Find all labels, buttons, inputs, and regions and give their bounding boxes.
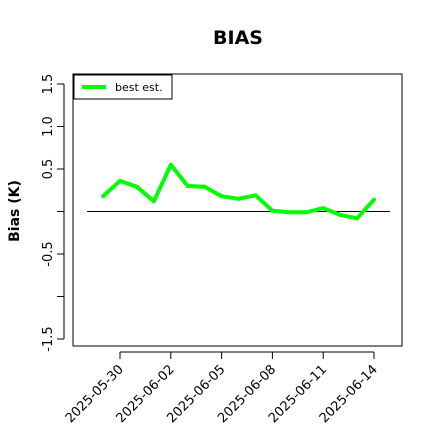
data-point bbox=[168, 162, 173, 167]
data-point bbox=[236, 196, 241, 201]
data-point bbox=[355, 216, 360, 221]
data-point bbox=[338, 212, 343, 217]
y-axis: -1.5 -0.5 0.5 1.0 1.5 bbox=[41, 74, 65, 352]
y-tick-label: 1.0 bbox=[41, 116, 56, 137]
y-tick-label: 0.5 bbox=[41, 159, 56, 180]
data-point bbox=[134, 184, 139, 189]
data-point bbox=[372, 197, 376, 202]
data-point bbox=[321, 206, 326, 211]
plot-frame bbox=[72, 73, 403, 347]
y-tick-label: -1.5 bbox=[41, 326, 56, 351]
legend-label-best-est: best est. bbox=[115, 81, 163, 94]
data-point bbox=[304, 210, 309, 215]
series-layer bbox=[101, 162, 376, 221]
y-axis-label: Bias (K) bbox=[7, 180, 23, 242]
x-axis: 2025-05-302025-06-022025-06-052025-06-08… bbox=[63, 351, 381, 426]
data-point bbox=[253, 193, 258, 198]
data-point bbox=[287, 210, 292, 215]
series-line-best-est bbox=[101, 162, 376, 221]
data-point bbox=[270, 208, 275, 213]
y-tick-label: -0.5 bbox=[41, 241, 56, 266]
y-tick-label: 1.5 bbox=[41, 74, 56, 95]
data-point bbox=[151, 199, 156, 204]
data-point bbox=[202, 184, 207, 189]
data-point bbox=[185, 184, 190, 188]
data-point bbox=[118, 178, 122, 183]
chart-title: BIAS bbox=[213, 27, 263, 49]
legend: best est. bbox=[73, 74, 173, 100]
data-point bbox=[219, 194, 224, 199]
data-point bbox=[101, 194, 106, 199]
